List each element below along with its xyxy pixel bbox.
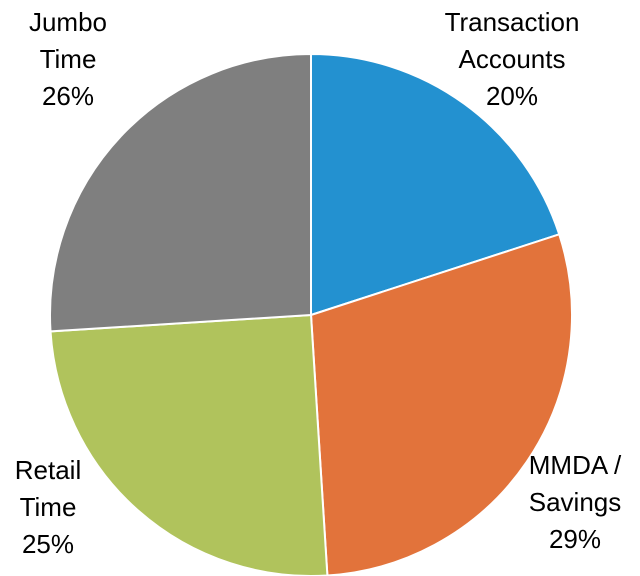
pie-slice — [310, 52, 561, 317]
category-name: MMDA / Savings — [528, 450, 622, 517]
value-label: 25% — [21, 529, 75, 559]
slice-label: Transaction Accounts 20% — [427, 4, 597, 115]
pie-slice — [49, 313, 329, 576]
pie-slice — [309, 233, 573, 576]
slice-label: Jumbo Time 26% — [18, 4, 118, 115]
category-name: Jumbo Time — [28, 7, 108, 74]
slice-label: MMDA / Savings 29% — [513, 447, 638, 558]
pie-slice — [49, 52, 312, 333]
value-label: 29% — [548, 524, 602, 554]
value-label: 20% — [485, 81, 539, 111]
category-name: Transaction Accounts — [444, 7, 580, 74]
value-label: 26% — [41, 81, 95, 111]
slice-label: Retail Time 25% — [2, 452, 94, 563]
category-name: Retail Time — [14, 455, 82, 522]
